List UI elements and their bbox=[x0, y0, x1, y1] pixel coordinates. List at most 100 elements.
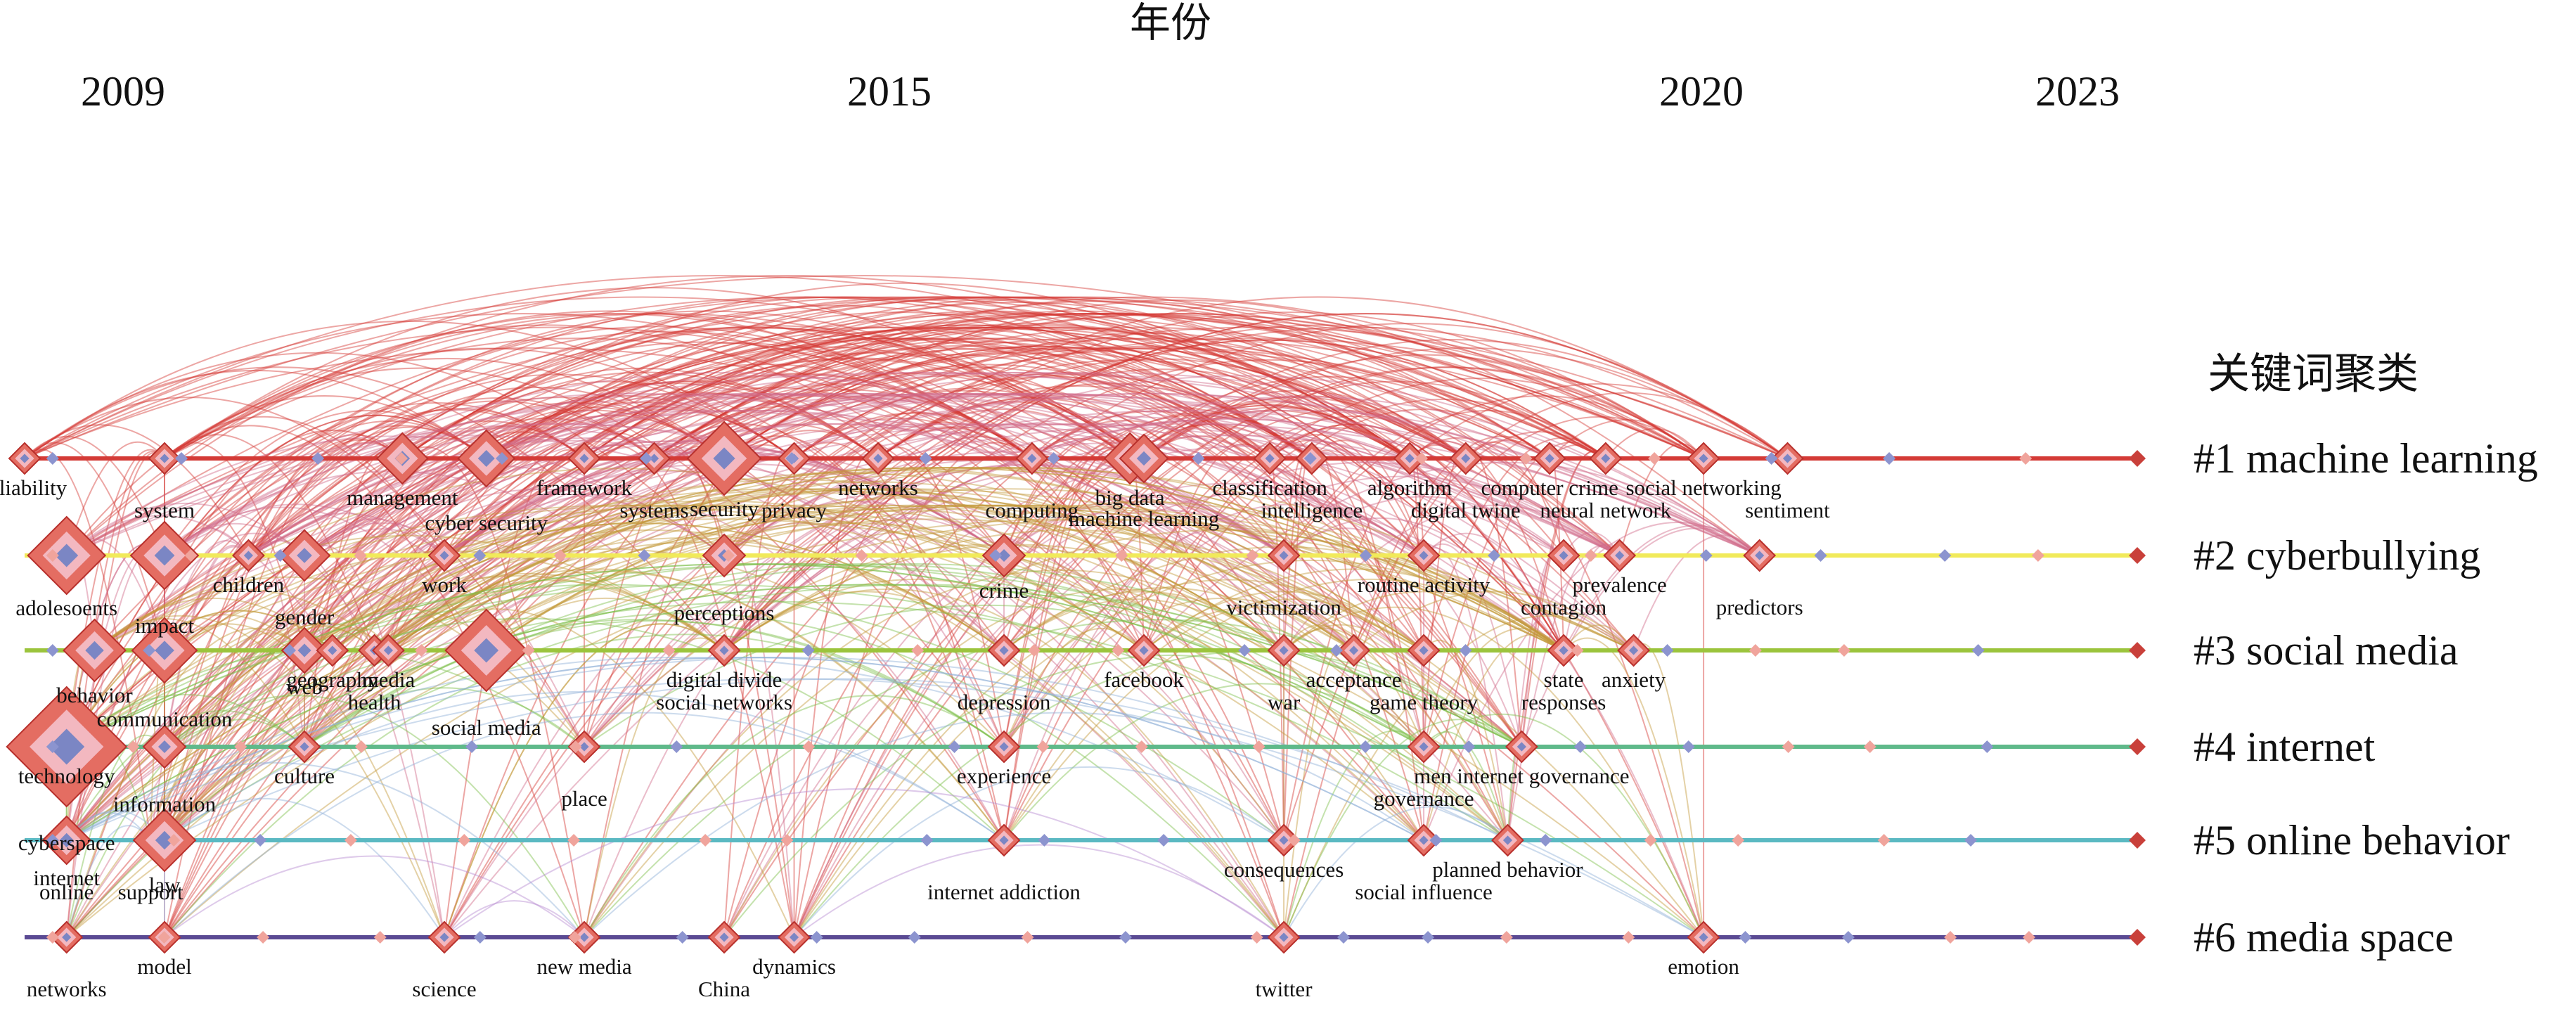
citation-arc bbox=[164, 357, 1145, 938]
citation-arc bbox=[584, 712, 1424, 938]
keyword-label: reliability bbox=[0, 475, 67, 500]
citation-arc bbox=[1003, 597, 1355, 747]
year-label-2009: 2009 bbox=[81, 68, 165, 115]
keyword-nodes bbox=[6, 420, 2146, 954]
citation-arc bbox=[1031, 438, 1285, 841]
minor-keyword-node bbox=[1027, 644, 1041, 657]
citation-arc bbox=[24, 449, 152, 841]
citation-arc bbox=[150, 622, 389, 841]
citation-arc bbox=[723, 324, 1704, 651]
citation-arc bbox=[584, 518, 1005, 938]
keyword-node bbox=[707, 920, 741, 954]
citation-arc bbox=[723, 589, 1284, 938]
keyword-label: information bbox=[113, 792, 217, 816]
citation-arc bbox=[1143, 416, 1313, 459]
keyword-label: state bbox=[1544, 667, 1584, 692]
citation-arc bbox=[65, 619, 1005, 938]
minor-keyword-node bbox=[569, 740, 582, 753]
citation-arc bbox=[164, 416, 445, 556]
citation-arc bbox=[164, 544, 250, 747]
keyword-label: war bbox=[1268, 690, 1301, 714]
citation-arc bbox=[304, 371, 879, 556]
minor-keyword-node bbox=[458, 834, 471, 847]
keyword-node bbox=[6, 686, 128, 808]
citation-arc bbox=[793, 650, 1522, 938]
citation-arc bbox=[164, 522, 375, 651]
minor-keyword-node bbox=[473, 549, 487, 562]
citation-arc bbox=[584, 529, 1564, 938]
citation-arc bbox=[723, 296, 1789, 556]
keyword-node bbox=[1393, 442, 1427, 475]
citation-arc bbox=[444, 393, 879, 556]
citation-arc bbox=[94, 392, 1621, 651]
minor-keyword-node bbox=[254, 834, 267, 847]
citation-arc bbox=[877, 426, 1285, 938]
citation-arc bbox=[1143, 435, 1425, 841]
keyword-label: big data bbox=[1095, 485, 1165, 510]
citation-arc bbox=[1283, 409, 1606, 556]
minor-keyword-node bbox=[1135, 740, 1148, 753]
cluster-label-6: #6 media space bbox=[2194, 914, 2454, 960]
citation-arc bbox=[65, 347, 1410, 938]
minor-keyword-node bbox=[1837, 644, 1850, 657]
citation-arc bbox=[304, 425, 585, 651]
citation-arc bbox=[164, 470, 725, 651]
citation-arc bbox=[150, 338, 1270, 841]
minor-keyword-node bbox=[157, 931, 171, 944]
minor-keyword-node bbox=[184, 549, 198, 562]
minor-keyword-node bbox=[1732, 834, 1745, 847]
legend-title: 关键词聚类 bbox=[2208, 349, 2419, 399]
keyword-label: framework bbox=[536, 475, 632, 500]
minor-keyword-node bbox=[801, 644, 815, 657]
citation-arc bbox=[164, 797, 445, 938]
minor-keyword-node bbox=[676, 931, 689, 944]
minor-keyword-node bbox=[1359, 549, 1372, 562]
keyword-node bbox=[63, 618, 127, 683]
citation-arc bbox=[793, 491, 1424, 938]
minor-keyword-node bbox=[1814, 549, 1827, 562]
keyword-label: science bbox=[412, 977, 476, 1001]
keyword-node bbox=[316, 634, 349, 667]
minor-keyword-node bbox=[234, 740, 247, 753]
citation-arc bbox=[584, 442, 1424, 747]
citation-arc bbox=[444, 423, 879, 938]
minor-keyword-node bbox=[273, 549, 287, 562]
citation-arc bbox=[1003, 411, 1313, 556]
citation-arc bbox=[1003, 437, 1131, 556]
citation-arc bbox=[164, 310, 1131, 556]
minor-keyword-node bbox=[46, 644, 59, 657]
citation-arc bbox=[304, 529, 1284, 938]
citation-arc bbox=[1604, 428, 1704, 459]
keyword-node bbox=[27, 515, 107, 596]
citation-arc bbox=[584, 432, 655, 459]
keyword-node bbox=[142, 724, 187, 769]
citation-arc bbox=[65, 338, 1410, 841]
citation-arc bbox=[877, 358, 1635, 651]
citation-arc bbox=[164, 454, 1005, 841]
minor-keyword-node bbox=[568, 931, 581, 944]
keyword-node bbox=[707, 634, 741, 667]
keyword-node bbox=[148, 442, 181, 475]
citation-arc bbox=[150, 402, 725, 841]
keyword-label: prevalence bbox=[1573, 572, 1667, 597]
citation-arc bbox=[793, 332, 1621, 556]
citation-arc bbox=[1003, 627, 1145, 747]
minor-keyword-node bbox=[283, 644, 297, 657]
citation-arc bbox=[66, 326, 1467, 747]
citation-arc bbox=[304, 313, 1606, 651]
keyword-label: digital divide bbox=[666, 667, 782, 692]
timeline-end-node bbox=[2129, 642, 2146, 659]
keyword-node bbox=[1547, 634, 1580, 667]
citation-arc bbox=[66, 504, 1564, 841]
citation-arc bbox=[793, 559, 1564, 938]
minor-keyword-node bbox=[1115, 549, 1128, 562]
minor-keyword-node bbox=[143, 644, 156, 657]
keyword-node bbox=[1505, 730, 1538, 764]
minor-keyword-node bbox=[810, 931, 823, 944]
citation-arc bbox=[1143, 409, 1550, 651]
citation-arc bbox=[164, 426, 487, 747]
citation-arc bbox=[65, 440, 1005, 841]
citation-arc bbox=[164, 409, 487, 556]
cluster-label-2: #2 cyberbullying bbox=[2194, 532, 2480, 579]
citation-arc bbox=[1003, 528, 1284, 841]
